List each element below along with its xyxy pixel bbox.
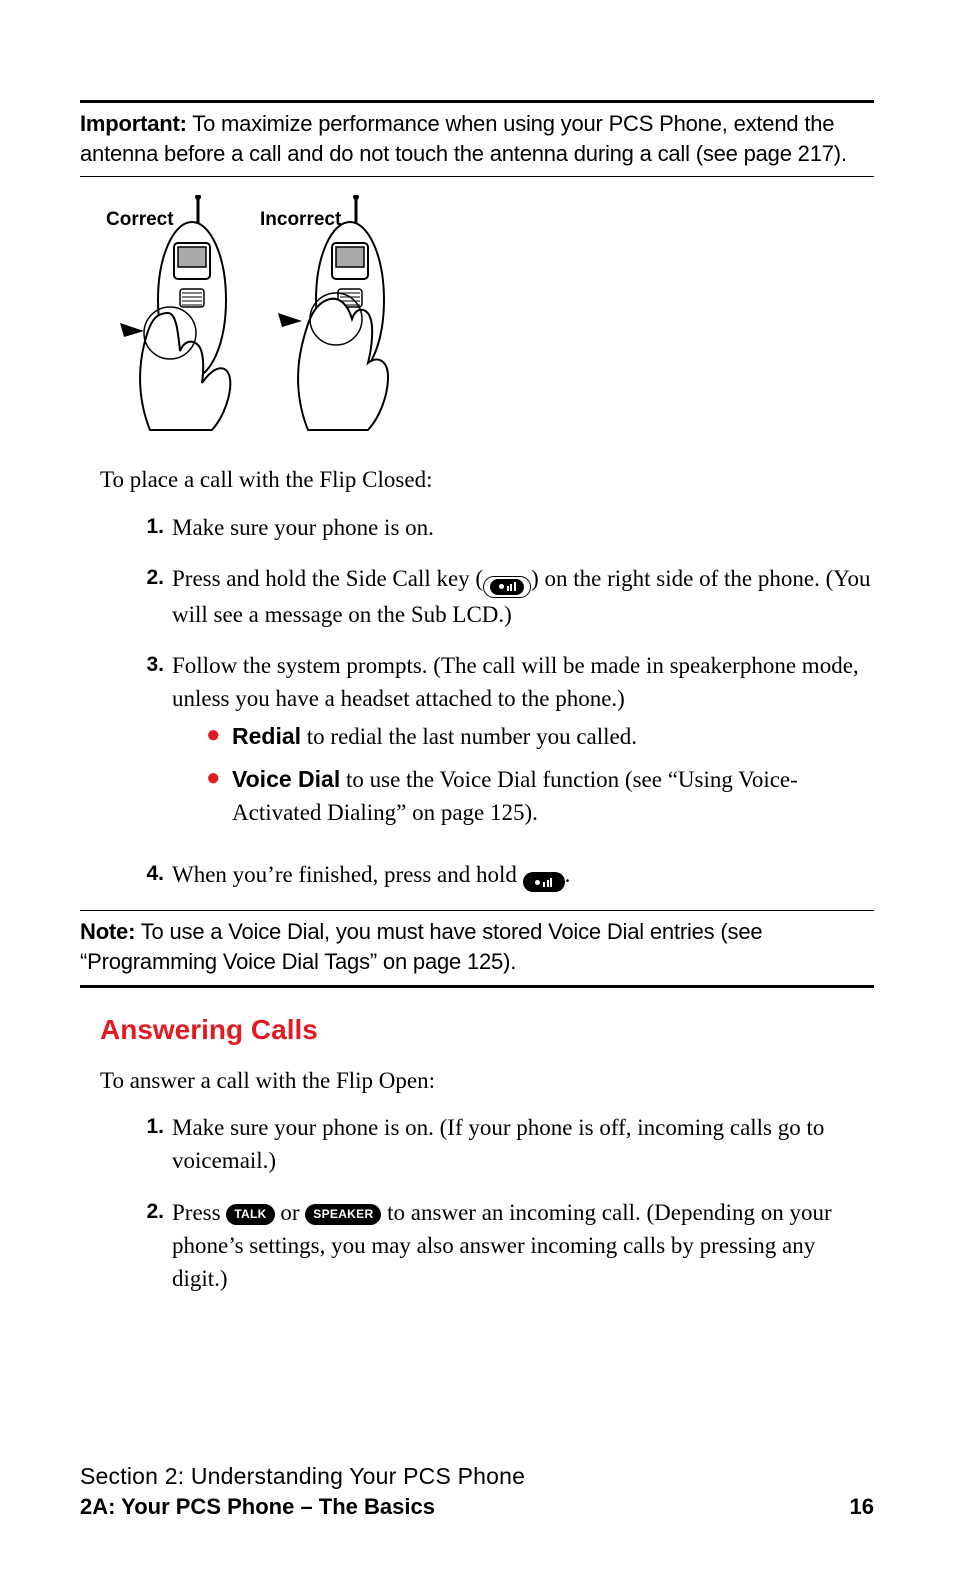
list-item: 1. Make sure your phone is on. (If your … bbox=[142, 1111, 874, 1178]
step-text: Make sure your phone is on. bbox=[172, 511, 874, 544]
heading-answering-calls: Answering Calls bbox=[100, 1014, 874, 1046]
answering-steps: 1. Make sure your phone is on. (If your … bbox=[142, 1111, 874, 1296]
page-number: 16 bbox=[850, 1494, 874, 1520]
important-label: Important: bbox=[80, 111, 187, 136]
side-call-key-icon bbox=[523, 872, 565, 892]
list-item: ● Voice Dial to use the Voice Dial funct… bbox=[206, 763, 874, 830]
note-callout: Note: To use a Voice Dial, you must have… bbox=[80, 911, 874, 984]
step-text-post: . bbox=[565, 862, 571, 887]
side-call-key-icon bbox=[483, 576, 531, 598]
bullet-icon: ● bbox=[206, 763, 232, 830]
step-text: Press and hold the Side Call key () on t… bbox=[172, 562, 874, 631]
note-label: Note: bbox=[80, 919, 135, 944]
flip-closed-steps: 1. Make sure your phone is on. 2. Press … bbox=[142, 511, 874, 892]
list-item: 3. Follow the system prompts. (The call … bbox=[142, 649, 874, 840]
important-callout: Important: To maximize performance when … bbox=[80, 103, 874, 176]
bullet-icon: ● bbox=[206, 720, 232, 753]
antenna-figure: Correct Incorrect bbox=[100, 195, 874, 445]
bullet-rest: to redial the last number you called. bbox=[301, 724, 637, 749]
page-footer: Section 2: Understanding Your PCS Phone … bbox=[80, 1463, 874, 1520]
step-number: 1. bbox=[142, 511, 172, 544]
step-number: 3. bbox=[142, 649, 172, 840]
footer-subsection: 2A: Your PCS Phone – The Basics bbox=[80, 1494, 435, 1520]
figure-label-incorrect: Incorrect bbox=[260, 209, 342, 230]
step-text-pre: When you’re finished, press and hold bbox=[172, 862, 523, 887]
note-text: To use a Voice Dial, you must have store… bbox=[80, 919, 762, 974]
step-text-pre: Press bbox=[172, 1200, 226, 1225]
speaker-key-icon: SPEAKER bbox=[305, 1204, 381, 1225]
bullet-text: Voice Dial to use the Voice Dial functio… bbox=[232, 763, 874, 830]
sub-bullets: ● Redial to redial the last number you c… bbox=[206, 720, 874, 830]
figure-label-correct: Correct bbox=[106, 209, 174, 230]
step-text: Follow the system prompts. (The call wil… bbox=[172, 649, 874, 840]
important-text: To maximize performance when using your … bbox=[80, 111, 847, 166]
bullet-bold: Voice Dial bbox=[232, 766, 340, 792]
list-item: 2. Press and hold the Side Call key () o… bbox=[142, 562, 874, 631]
bullet-bold: Redial bbox=[232, 723, 301, 749]
step-text: When you’re finished, press and hold . bbox=[172, 858, 874, 893]
answering-intro: To answer a call with the Flip Open: bbox=[100, 1064, 874, 1097]
step-text-pre: Press and hold the Side Call key ( bbox=[172, 566, 483, 591]
step-text-mid: or bbox=[275, 1200, 306, 1225]
step-text-body: Follow the system prompts. (The call wil… bbox=[172, 653, 859, 711]
footer-section-line: Section 2: Understanding Your PCS Phone bbox=[80, 1463, 874, 1490]
bullet-text: Redial to redial the last number you cal… bbox=[232, 720, 874, 753]
step-text: Press TALK or SPEAKER to answer an incom… bbox=[172, 1196, 874, 1296]
rule-under-important bbox=[80, 176, 874, 177]
step-text: Make sure your phone is on. (If your pho… bbox=[172, 1111, 874, 1178]
list-item: 2. Press TALK or SPEAKER to answer an in… bbox=[142, 1196, 874, 1296]
rule-below-note bbox=[80, 985, 874, 988]
talk-key-icon: TALK bbox=[226, 1204, 274, 1225]
step-number: 1. bbox=[142, 1111, 172, 1178]
phone-illustration: Correct Incorrect bbox=[100, 195, 420, 440]
list-item: 1. Make sure your phone is on. bbox=[142, 511, 874, 544]
list-item: 4. When you’re finished, press and hold … bbox=[142, 858, 874, 893]
step-number: 2. bbox=[142, 1196, 172, 1296]
flip-closed-intro: To place a call with the Flip Closed: bbox=[100, 463, 874, 496]
step-number: 2. bbox=[142, 562, 172, 631]
list-item: ● Redial to redial the last number you c… bbox=[206, 720, 874, 753]
step-number: 4. bbox=[142, 858, 172, 893]
